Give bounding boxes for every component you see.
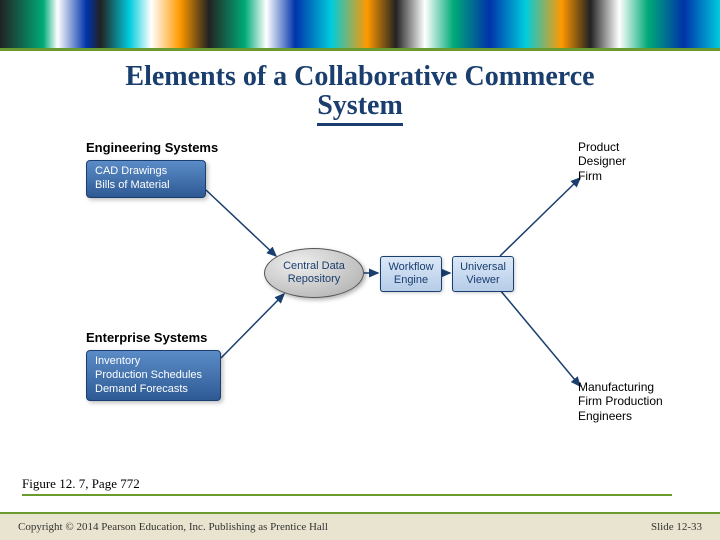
slide-title: Elements of a Collaborative Commerce Sys… bbox=[0, 62, 720, 126]
central-line1: Central Data bbox=[283, 260, 345, 273]
box-universal: Universal Viewer bbox=[452, 256, 514, 292]
inventory-line2: Production Schedules bbox=[95, 369, 212, 383]
universal-line2: Viewer bbox=[455, 274, 511, 287]
label-designer: Product Designer Firm bbox=[578, 140, 626, 183]
diagram: Engineering Systems CAD Drawings Bills o… bbox=[0, 140, 720, 460]
universal-line1: Universal bbox=[455, 261, 511, 274]
title-line-2: System bbox=[317, 91, 403, 125]
copyright-text: Copyright © 2014 Pearson Education, Inc.… bbox=[18, 521, 328, 533]
box-cad-line1: CAD Drawings bbox=[95, 165, 197, 179]
title-line-1: Elements of a Collaborative Commerce bbox=[125, 61, 594, 92]
inventory-line3: Demand Forecasts bbox=[95, 383, 212, 397]
central-line2: Repository bbox=[283, 273, 345, 286]
workflow-line1: Workflow bbox=[383, 261, 439, 274]
workflow-line2: Engine bbox=[383, 274, 439, 287]
manufacturing-line2: Firm Production bbox=[578, 394, 663, 408]
slide-number: Slide 12-33 bbox=[651, 521, 702, 533]
figure-caption: Figure 12. 7, Page 772 bbox=[22, 476, 672, 496]
decorative-banner bbox=[0, 0, 720, 48]
box-workflow: Workflow Engine bbox=[380, 256, 442, 292]
heading-engineering: Engineering Systems bbox=[86, 140, 218, 155]
designer-line3: Firm bbox=[578, 169, 626, 183]
box-cad: CAD Drawings Bills of Material bbox=[86, 160, 206, 198]
manufacturing-line1: Manufacturing bbox=[578, 380, 663, 394]
label-manufacturing: Manufacturing Firm Production Engineers bbox=[578, 380, 663, 423]
inventory-line1: Inventory bbox=[95, 355, 212, 369]
central-repository: Central Data Repository bbox=[264, 248, 364, 298]
heading-enterprise: Enterprise Systems bbox=[86, 330, 207, 345]
box-inventory: Inventory Production Schedules Demand Fo… bbox=[86, 350, 221, 401]
slide-footer: Copyright © 2014 Pearson Education, Inc.… bbox=[0, 512, 720, 540]
designer-line2: Designer bbox=[578, 154, 626, 168]
designer-line1: Product bbox=[578, 140, 626, 154]
box-cad-line2: Bills of Material bbox=[95, 179, 197, 193]
manufacturing-line3: Engineers bbox=[578, 409, 663, 423]
